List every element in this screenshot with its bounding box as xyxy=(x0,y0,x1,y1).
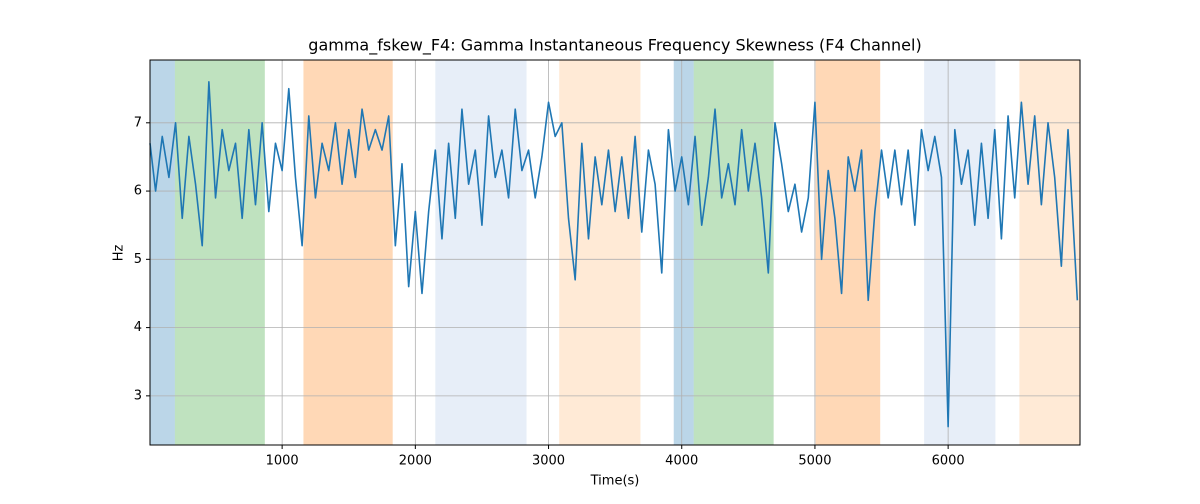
highlight-span xyxy=(1019,60,1080,445)
x-tick-label: 2000 xyxy=(399,454,432,469)
highlight-span xyxy=(435,60,527,445)
x-tick-label: 5000 xyxy=(798,454,831,469)
y-tick-label: 5 xyxy=(134,252,142,267)
x-tick-label: 6000 xyxy=(932,454,965,469)
highlight-span xyxy=(924,60,996,445)
highlight-span xyxy=(693,60,774,445)
y-axis-label: Hz xyxy=(112,245,127,262)
y-tick-label: 6 xyxy=(134,184,142,199)
highlight-span xyxy=(559,60,641,445)
highlight-span xyxy=(174,60,265,445)
chart-title: gamma_fskew_F4: Gamma Instantaneous Freq… xyxy=(308,36,921,56)
highlight-span xyxy=(303,60,393,445)
plot-frame xyxy=(149,59,1081,446)
x-tick-label: 4000 xyxy=(665,454,698,469)
y-tick-label: 7 xyxy=(134,115,142,130)
y-tick-label: 3 xyxy=(134,388,142,403)
x-tick-label: 1000 xyxy=(266,454,299,469)
x-tick-label: 3000 xyxy=(532,454,565,469)
highlight-span xyxy=(150,60,175,445)
highlight-span xyxy=(673,60,694,445)
x-axis-label: Time(s) xyxy=(590,474,640,489)
data-line xyxy=(149,81,1079,428)
highlight-span xyxy=(815,60,881,445)
y-tick-label: 4 xyxy=(134,320,142,335)
